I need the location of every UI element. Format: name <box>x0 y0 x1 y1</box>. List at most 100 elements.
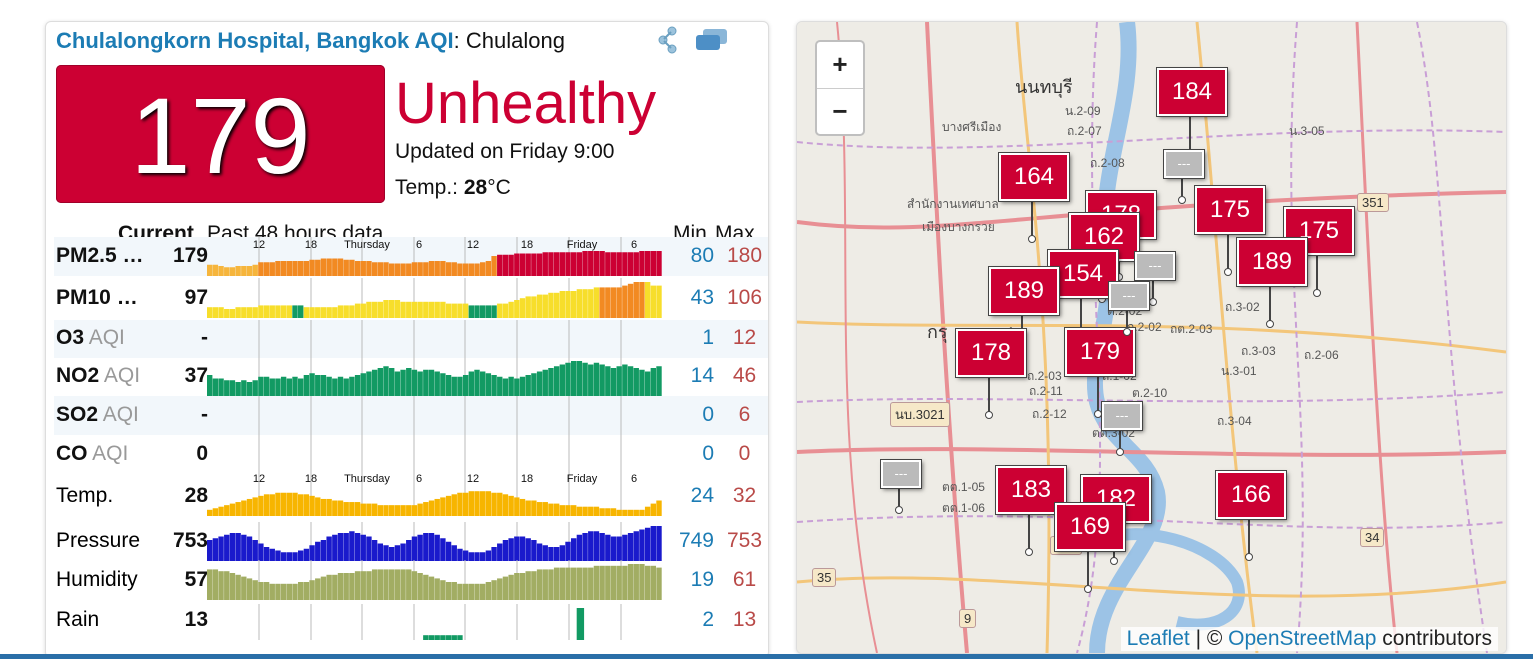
road-label: ถ.2-06 <box>1304 348 1339 362</box>
history-bar <box>576 289 583 318</box>
max-value: 180 <box>726 244 763 267</box>
history-bar <box>502 378 509 396</box>
history-bar <box>298 378 304 396</box>
history-bar <box>417 262 423 276</box>
history-chart[interactable]: 12 18 Thursday 6 12 18 Friday 6 <box>207 237 662 276</box>
history-bar <box>542 369 548 396</box>
history-bar <box>593 506 600 516</box>
leaflet-link[interactable]: Leaflet <box>1126 627 1190 650</box>
history-bar <box>582 567 588 600</box>
history-bar <box>411 536 418 561</box>
history-bar <box>303 548 310 561</box>
row-label: Humidity <box>56 568 138 592</box>
osm-link[interactable]: OpenStreetMap <box>1228 627 1377 650</box>
history-chart[interactable] <box>207 560 662 600</box>
time-label: 18 <box>520 239 534 251</box>
history-bar <box>252 264 258 276</box>
history-chart[interactable] <box>207 604 662 640</box>
history-bar <box>354 261 361 276</box>
history-bars <box>258 396 622 435</box>
history-bar <box>491 375 497 396</box>
current-value: 179 <box>172 244 208 267</box>
history-bar <box>258 582 264 600</box>
history-bar <box>286 583 293 600</box>
pollutant-suffix: AQI <box>84 326 125 349</box>
row-o3: O3 AQI - 1 12 <box>54 320 768 358</box>
history-bar <box>258 262 264 276</box>
station-title: Chulalongkorn Hospital, Bangkok AQI: Chu… <box>56 28 565 54</box>
map[interactable]: นนทบุรี บางศรีเมือง สำนักงานเทศบาล เมืองบาง… <box>796 21 1507 654</box>
road-label: น.3-05 <box>1289 124 1325 138</box>
station-link[interactable]: Chulalongkorn Hospital, Bangkok AQI <box>56 28 454 53</box>
history-bar <box>485 261 492 276</box>
history-bar <box>246 498 253 516</box>
history-bar <box>502 494 509 516</box>
history-chart[interactable] <box>207 320 662 358</box>
history-bar <box>224 534 230 561</box>
history-bar <box>354 303 361 318</box>
history-bar <box>258 305 264 318</box>
history-bar <box>349 259 355 276</box>
history-chart[interactable] <box>207 278 662 318</box>
history-bar <box>423 502 429 516</box>
history-bar <box>468 305 475 318</box>
pollutant-name: SO2 <box>56 403 99 426</box>
marker-na-label: --- <box>1108 281 1150 311</box>
marker-aqi-label: 169 <box>1054 502 1126 552</box>
history-bar <box>599 508 605 516</box>
history-bar <box>320 307 327 318</box>
history-bar <box>303 582 310 600</box>
zoom-out-button[interactable]: − <box>832 96 848 126</box>
marker-na-label: --- <box>1134 251 1176 281</box>
history-bar <box>571 567 577 600</box>
history-bar <box>303 375 310 396</box>
history-bar <box>491 256 497 276</box>
history-bar <box>650 285 657 318</box>
history-bar <box>326 498 332 516</box>
history-bar <box>593 287 600 318</box>
history-bar <box>326 574 332 600</box>
history-bar <box>639 282 645 318</box>
history-bar <box>514 573 520 600</box>
history-bar <box>354 375 361 396</box>
place-name: กรุ <box>927 322 948 342</box>
row-rain: Rain 13 2 13 <box>54 604 768 640</box>
history-bar <box>553 366 560 396</box>
history-chart[interactable] <box>207 435 662 474</box>
history-bar <box>605 508 611 516</box>
time-label: 6 <box>630 239 638 251</box>
history-bar <box>337 533 344 561</box>
history-chart[interactable] <box>207 522 662 561</box>
history-chart[interactable]: 12 18 Thursday 6 12 18 Friday 6 <box>207 471 662 516</box>
place-name: บางศรีเมือง <box>942 120 1002 134</box>
aqi-value: 179 <box>130 75 311 196</box>
history-bar <box>616 287 622 318</box>
history-bar <box>605 565 611 600</box>
history-bar <box>229 309 236 318</box>
history-bar <box>303 261 310 276</box>
history-bar <box>371 569 378 600</box>
min-value: 43 <box>690 286 714 309</box>
screens-icon[interactable] <box>694 28 730 52</box>
history-bar <box>514 536 520 561</box>
history-bar <box>468 491 475 516</box>
history-bar <box>656 366 662 396</box>
marker-dot <box>1028 235 1036 243</box>
row-label: CO AQI <box>56 442 128 466</box>
history-chart[interactable] <box>207 357 662 396</box>
marker-stem <box>1119 428 1121 448</box>
history-bar <box>371 301 378 318</box>
marker-stem <box>898 486 900 506</box>
history-bar <box>542 502 548 516</box>
history-bar <box>593 251 600 276</box>
history-bar <box>252 307 258 318</box>
time-label: 12 <box>252 473 266 485</box>
history-bar <box>235 266 241 276</box>
history-bar <box>389 263 395 276</box>
share-icon[interactable] <box>656 26 682 54</box>
history-bar <box>263 494 270 516</box>
history-chart[interactable] <box>207 396 662 435</box>
zoom-in-button[interactable]: + <box>817 42 863 89</box>
history-bar <box>451 582 457 600</box>
history-bar <box>349 531 355 561</box>
